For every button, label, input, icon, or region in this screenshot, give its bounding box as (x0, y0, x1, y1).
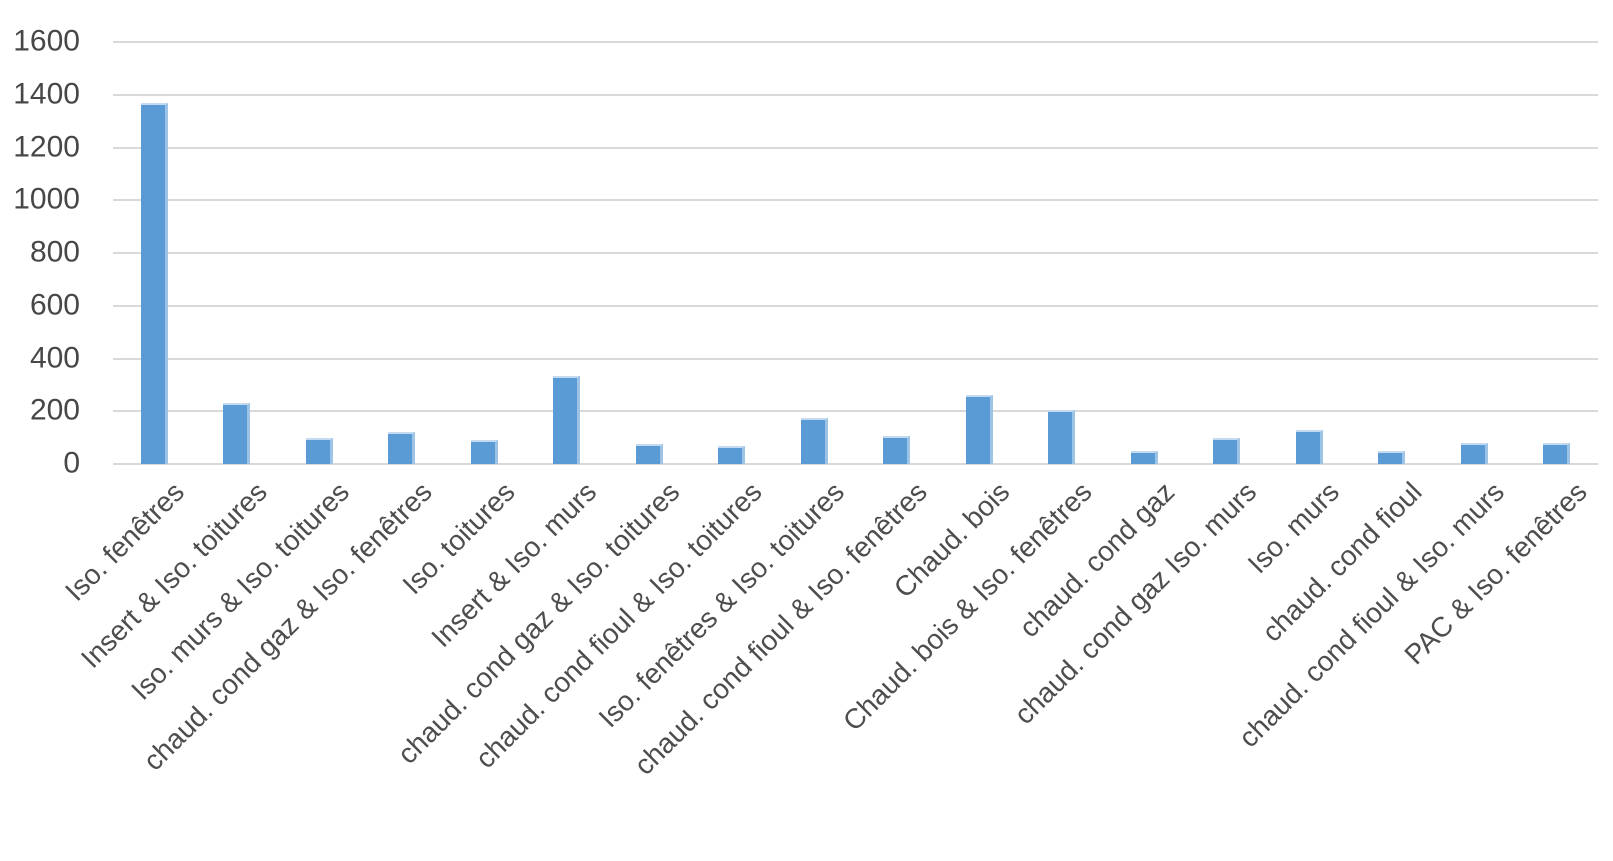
bar (883, 436, 911, 464)
y-axis-tick-label: 200 (29, 393, 80, 427)
y-axis-tick-label: 1400 (13, 77, 80, 111)
gridline (113, 252, 1598, 254)
gridline (113, 146, 1598, 149)
y-axis-tick-label: 1200 (13, 129, 80, 163)
y-axis-tick-label: 400 (29, 340, 80, 374)
bar (553, 375, 581, 464)
bar (140, 102, 168, 464)
plot-area (113, 41, 1598, 465)
y-axis-tick-label: 800 (29, 235, 80, 269)
bar (1130, 450, 1158, 464)
gridline (113, 304, 1598, 307)
bar (223, 403, 251, 464)
gridline (113, 199, 1598, 202)
bar (1295, 429, 1323, 464)
bar (800, 417, 828, 464)
bar (718, 445, 746, 464)
bar (1048, 409, 1076, 464)
y-axis-tick-label: 1000 (13, 182, 80, 216)
bar (1460, 442, 1488, 464)
y-axis-tick-label: 1600 (13, 24, 80, 58)
bar (1378, 450, 1406, 464)
gridline (113, 41, 1598, 43)
gridline (113, 410, 1598, 413)
bar (965, 395, 993, 464)
bar (388, 432, 416, 464)
x-axis-line (113, 463, 1598, 465)
bar (635, 444, 663, 464)
bar (470, 440, 498, 464)
bar (1543, 442, 1571, 464)
gridline (113, 357, 1598, 360)
gridline (113, 93, 1598, 96)
y-axis-tick-label: 600 (29, 288, 80, 322)
bar (1213, 437, 1241, 464)
y-axis-tick-label: 0 (63, 446, 80, 480)
y-axis: 0 200 400 600 800 1000 1200 1400 1600 (0, 0, 80, 861)
bar (305, 437, 333, 464)
